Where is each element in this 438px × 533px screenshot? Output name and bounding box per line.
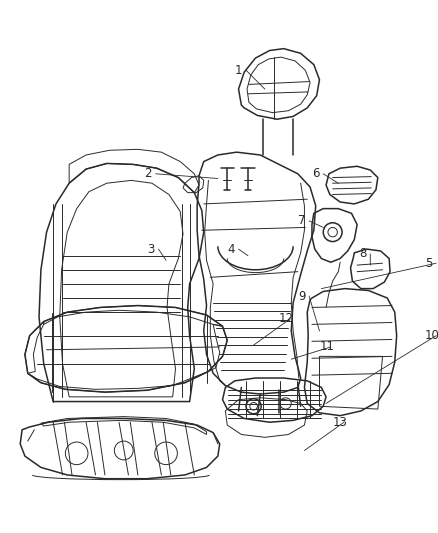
Text: 2: 2 — [145, 167, 152, 180]
Text: 1: 1 — [235, 64, 242, 77]
Text: 4: 4 — [227, 243, 235, 256]
Text: 12: 12 — [279, 312, 294, 325]
Text: 3: 3 — [147, 243, 155, 256]
Text: 6: 6 — [312, 167, 319, 180]
Text: 10: 10 — [425, 329, 438, 342]
Text: 7: 7 — [298, 214, 305, 228]
Text: 8: 8 — [359, 247, 366, 260]
Text: 5: 5 — [425, 257, 432, 270]
Text: 11: 11 — [319, 341, 335, 353]
Text: 9: 9 — [298, 289, 305, 303]
Text: 13: 13 — [332, 416, 347, 429]
